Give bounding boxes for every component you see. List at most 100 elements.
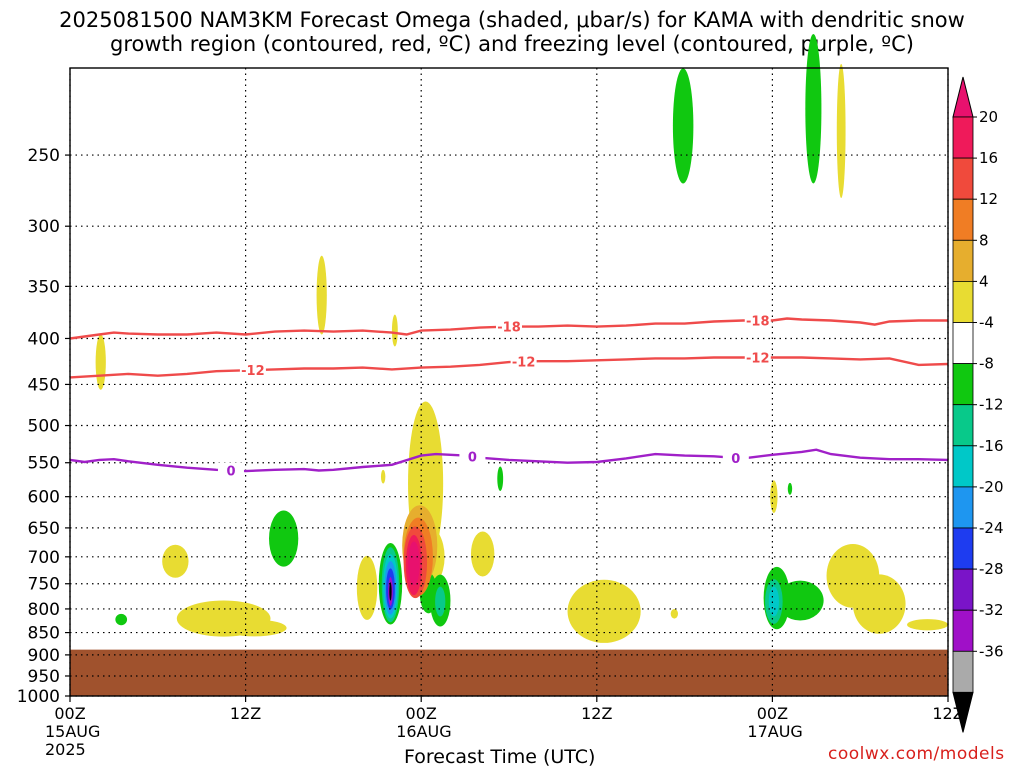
omega-region-42 <box>435 586 446 617</box>
chart-title-line-1: 2025081500 NAM3KM Forecast Omega (shaded… <box>59 8 965 32</box>
colorbar-bin-6 <box>952 363 974 406</box>
contour-label-bg-1-1 <box>510 353 537 370</box>
omega-region-41 <box>768 586 779 617</box>
omega-region-31 <box>408 541 420 586</box>
contour-label-1-2: -12 <box>746 352 770 367</box>
y-tick-label-750: 750 <box>28 575 60 595</box>
colorbar-label-2: 12 <box>979 190 998 208</box>
colorbar-label-11: -28 <box>979 560 1004 578</box>
y-tick-label-600: 600 <box>28 488 60 508</box>
colorbar-label-13: -36 <box>979 642 1004 660</box>
x-tick-label-0-1: 15AUG <box>45 722 100 741</box>
omega-region-20 <box>805 33 822 184</box>
omega-region-14 <box>907 619 948 631</box>
y-tick-label-500: 500 <box>28 417 60 437</box>
colorbar-label-9: -20 <box>979 478 1004 496</box>
colorbar: 20 16 12 8 4 -4 -8 -12 -16 -20 -24 -28 -32 -36 <box>952 76 1004 733</box>
colorbar-bin-3 <box>952 239 974 282</box>
y-tick-label-800: 800 <box>28 600 60 620</box>
omega-region-39 <box>389 582 392 601</box>
omega-region-32 <box>356 555 378 620</box>
omega-region-19 <box>672 68 694 184</box>
y-tick-label-950: 950 <box>28 667 60 687</box>
colorbar-bin-11 <box>952 568 974 611</box>
colorbar-label-1: 16 <box>979 149 998 167</box>
y-tick-label-450: 450 <box>28 375 60 395</box>
colorbar-bottom-triangle <box>952 691 974 733</box>
contour-label-0-0: -18 <box>497 321 521 336</box>
y-tick-label-350: 350 <box>28 277 60 297</box>
contour-line-2 <box>69 448 949 473</box>
contour-label-bg-2-2 <box>722 449 749 466</box>
colorbar-bin-8 <box>952 445 974 488</box>
colorbar-label-12: -32 <box>979 601 1004 619</box>
omega-region-17 <box>115 613 128 626</box>
axes-layer: 2503003504004505005506006507007508008509… <box>17 67 964 759</box>
omega-region-1 <box>162 544 189 578</box>
terrain-fill <box>70 649 948 696</box>
x-tick-label-1-0: 12Z <box>230 704 261 723</box>
contour-label-bg-2-0 <box>217 462 244 479</box>
contour-label-0-1: -18 <box>746 314 770 329</box>
contour-label-2-1: 0 <box>468 451 477 466</box>
grid-layer <box>69 68 949 697</box>
colorbar-bin-12 <box>952 609 974 652</box>
colorbar-label-8: -16 <box>979 437 1004 455</box>
colorbar-bin-9 <box>952 486 974 529</box>
x-tick-label-2-1: 16AUG <box>396 722 451 741</box>
colorbar-bin-7 <box>952 404 974 447</box>
omega-region-9 <box>380 469 386 484</box>
colorbar-bin-4 <box>952 280 974 323</box>
plot-frame <box>69 67 949 697</box>
contour-label-bg-1-2 <box>744 349 771 366</box>
omega-region-15 <box>836 63 846 198</box>
y-tick-label-300: 300 <box>28 217 60 237</box>
omega-region-10 <box>567 579 641 643</box>
omega-shading-layer <box>95 33 948 643</box>
omega-region-18 <box>269 510 299 567</box>
omega-region-8 <box>470 531 495 577</box>
contour-label-bg-0-0 <box>496 318 522 335</box>
contour-label-2-2: 0 <box>731 452 740 467</box>
colorbar-label-0: 20 <box>979 108 998 126</box>
omega-region-3 <box>391 314 398 347</box>
x-tick-label-3-0: 12Z <box>581 704 612 723</box>
y-tick-label-250: 250 <box>28 146 60 166</box>
colorbar-bin-13 <box>952 650 974 693</box>
y-tick-label-1000: 1000 <box>17 687 60 707</box>
colorbar-bin-10 <box>952 527 974 570</box>
omega-region-2 <box>316 255 327 335</box>
colorbar-bin-2 <box>952 198 974 241</box>
terrain-layer <box>70 649 948 696</box>
y-tick-label-900: 900 <box>28 646 60 666</box>
contour-layer: -18 -18 -12 -12 -12 0 0 0 <box>69 312 949 479</box>
chart-title-line-2: growth region (contoured, red, ºC) and f… <box>110 32 914 56</box>
y-tick-label-850: 850 <box>28 624 60 644</box>
colorbar-top-triangle <box>952 76 974 118</box>
contour-label-bg-0-1 <box>744 312 771 329</box>
omega-region-16 <box>770 480 778 513</box>
credit-watermark: coolwx.com/models <box>828 744 1005 764</box>
omega-region-5 <box>222 619 287 637</box>
omega-region-11 <box>670 608 679 619</box>
contour-line-0 <box>69 317 948 340</box>
colorbar-label-5: -4 <box>979 314 994 332</box>
x-tick-label-2-0: 00Z <box>406 704 437 723</box>
y-tick-label-550: 550 <box>28 454 60 474</box>
y-tick-label-700: 700 <box>28 548 60 568</box>
omega-region-22 <box>497 466 504 491</box>
colorbar-label-3: 8 <box>979 231 989 249</box>
contour-label-1-0: -12 <box>241 364 265 379</box>
colorbar-bin-5 <box>952 322 974 364</box>
y-tick-label-650: 650 <box>28 519 60 539</box>
colorbar-label-10: -24 <box>979 519 1004 537</box>
x-tick-label-5-0: 12Z <box>932 704 963 723</box>
x-tick-label-0-2: 2025 <box>45 740 86 759</box>
y-tick-label-400: 400 <box>28 329 60 349</box>
x-tick-label-4-0: 00Z <box>757 704 788 723</box>
contour-line-1 <box>69 356 949 379</box>
contour-label-2-0: 0 <box>226 464 235 479</box>
omega-region-25 <box>787 482 793 495</box>
contour-label-1-1: -12 <box>512 356 536 371</box>
